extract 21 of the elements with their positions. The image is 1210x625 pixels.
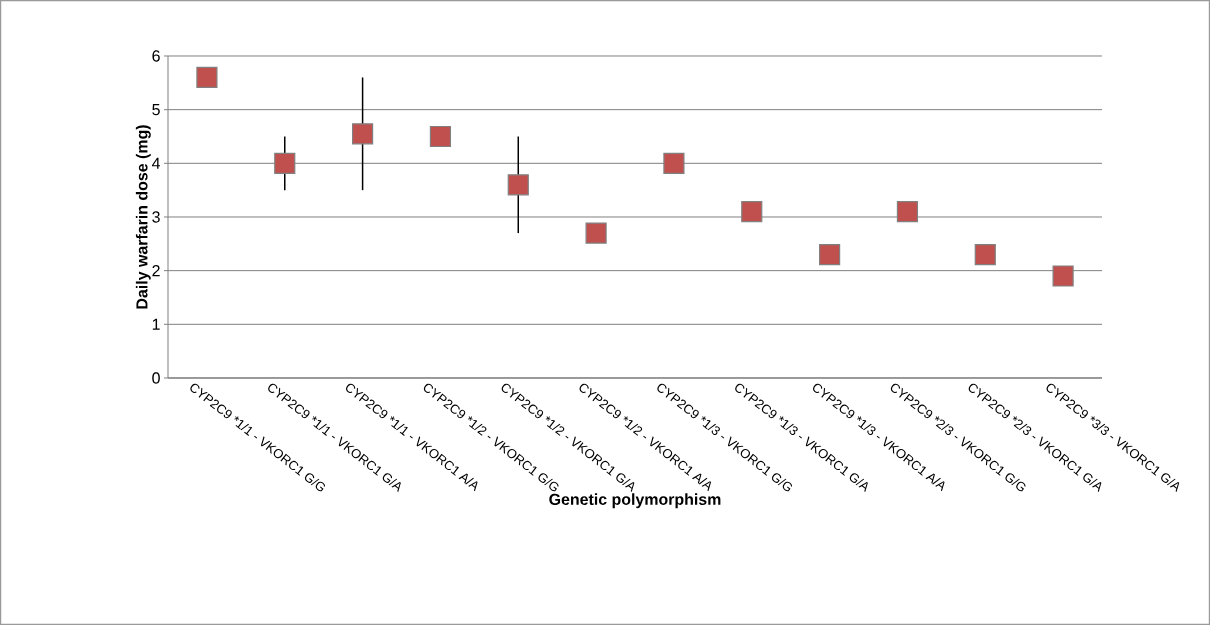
y-tick-label: 6	[152, 50, 160, 62]
y-tick-label: 5	[152, 104, 160, 116]
point	[819, 243, 841, 266]
point	[585, 222, 607, 244]
x-axis-title: Genetic polymorphism	[549, 493, 721, 509]
y-axis-title: Daily warfarin dose (mg)	[135, 125, 151, 309]
y-tick-label: 1	[152, 318, 160, 330]
point	[1052, 265, 1074, 287]
point	[351, 123, 374, 145]
point	[274, 152, 296, 174]
point	[974, 243, 996, 266]
point	[196, 66, 218, 89]
y-tick-label: 3	[152, 211, 160, 223]
y-tick-label: 4	[151, 157, 161, 169]
y-tick-label: 2	[152, 265, 160, 277]
point	[896, 201, 919, 223]
point	[429, 125, 452, 148]
point	[741, 201, 763, 223]
point	[663, 152, 685, 174]
y-tick-label: 0	[152, 372, 160, 384]
point	[507, 174, 529, 196]
